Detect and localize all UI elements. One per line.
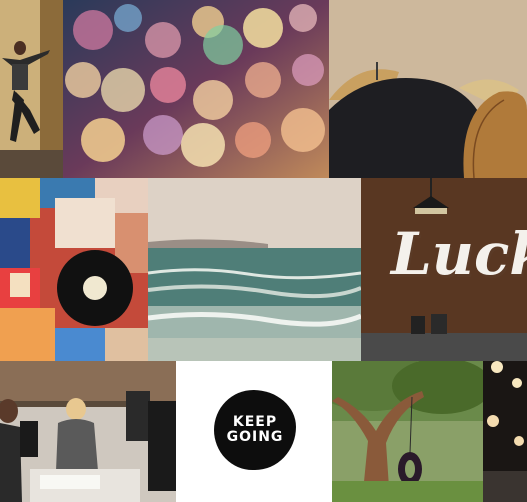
photo-record-collage	[0, 178, 148, 361]
photo-dancer	[0, 0, 63, 178]
photo-tree-tire-swing	[332, 361, 483, 502]
keep-going-badge: KEEP GOING	[214, 390, 296, 470]
keep-going-line1: KEEP	[232, 414, 278, 430]
photo-lucky-sign: Luck	[361, 178, 527, 361]
photo-ocean-waves	[148, 178, 361, 361]
keep-going-line2: GOING	[226, 429, 284, 445]
photo-bokeh-lights	[63, 0, 329, 178]
lucky-sign-text: Luck	[391, 220, 527, 288]
photo-office-students	[0, 361, 176, 502]
photo-pendant-lamps	[483, 361, 527, 502]
poster-keep-going: KEEP GOING	[176, 361, 332, 502]
photo-umbrellas	[329, 0, 527, 178]
